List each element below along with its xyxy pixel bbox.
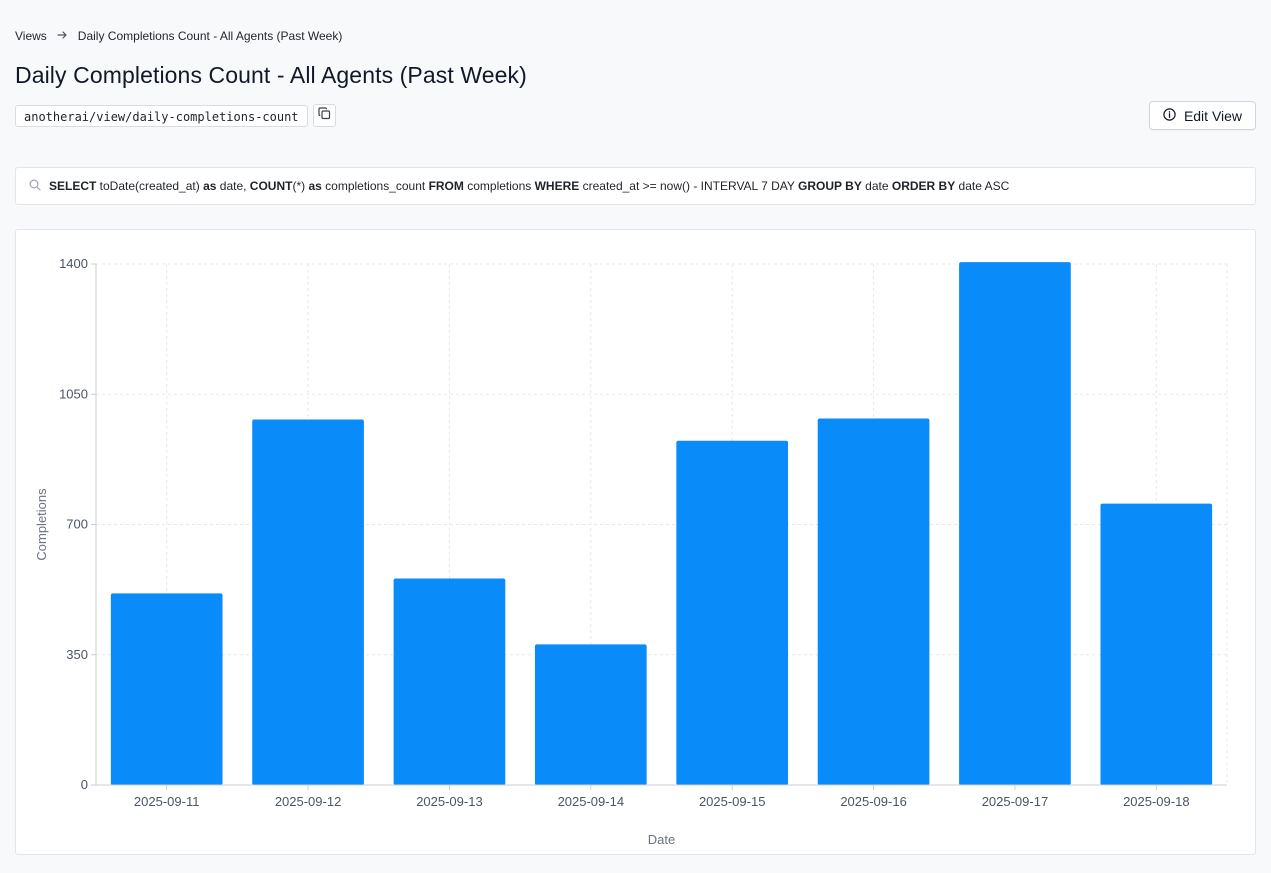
sql-keyword: as: [203, 179, 216, 193]
y-tick-label: 1400: [59, 256, 88, 271]
x-tick-label: 2025-09-16: [840, 794, 907, 809]
sql-keyword: COUNT: [250, 179, 293, 193]
sql-fragment: date: [862, 179, 892, 193]
view-path-row: anotherai/view/daily-completions-count: [15, 104, 336, 127]
x-tick-label: 2025-09-13: [416, 794, 483, 809]
y-tick-label: 1050: [59, 386, 88, 401]
x-axis-title: Date: [648, 832, 675, 847]
sql-keyword: WHERE: [535, 179, 580, 193]
sql-fragment: completions_count: [322, 179, 429, 193]
info-icon: [1163, 108, 1176, 124]
breadcrumb-views-link[interactable]: Views: [15, 29, 47, 43]
breadcrumb: Views Daily Completions Count - All Agen…: [15, 29, 342, 43]
x-tick-label: 2025-09-14: [558, 794, 625, 809]
sql-keyword: SELECT: [49, 179, 96, 193]
bar-2025-09-15: [676, 441, 788, 785]
bar-chart: 0 350 700 1050 1400 2025-09-11 2025-09-12 2025-…: [16, 230, 1257, 856]
sql-fragment: created_at >= now() - INTERVAL 7 DAY: [579, 179, 798, 193]
sql-query-text: SELECT toDate(created_at) as date, COUNT…: [49, 179, 1009, 193]
sql-fragment: (*): [292, 179, 308, 193]
bar-2025-09-16: [818, 418, 930, 785]
copy-icon: [318, 107, 331, 125]
sql-keyword: GROUP BY: [798, 179, 862, 193]
sql-query-box[interactable]: SELECT toDate(created_at) as date, COUNT…: [15, 167, 1256, 205]
page-title: Daily Completions Count - All Agents (Pa…: [15, 62, 527, 89]
sql-fragment: date,: [216, 179, 249, 193]
search-icon: [29, 179, 41, 194]
sql-fragment: toDate(created_at): [96, 179, 203, 193]
x-tick-label: 2025-09-12: [275, 794, 342, 809]
x-tick-label: 2025-09-15: [699, 794, 766, 809]
x-tick-label: 2025-09-11: [134, 794, 200, 809]
bar-2025-09-14: [535, 644, 647, 785]
sql-fragment: date ASC: [955, 179, 1009, 193]
y-tick-label: 0: [81, 777, 88, 792]
arrow-right-icon: [57, 29, 68, 43]
y-axis-title: Completions: [34, 488, 49, 561]
bar-2025-09-17: [959, 262, 1071, 785]
sql-keyword: ORDER BY: [892, 179, 955, 193]
x-tick-label: 2025-09-17: [982, 794, 1049, 809]
bar-2025-09-11: [111, 593, 223, 785]
y-tick-label: 350: [66, 647, 88, 662]
sql-keyword: FROM: [429, 179, 464, 193]
edit-view-button[interactable]: Edit View: [1149, 101, 1256, 130]
x-tick-label: 2025-09-18: [1123, 794, 1190, 809]
bar-2025-09-12: [252, 420, 364, 785]
breadcrumb-current: Daily Completions Count - All Agents (Pa…: [78, 29, 343, 43]
y-tick-label: 700: [66, 517, 88, 532]
chart-card: 0 350 700 1050 1400 2025-09-11 2025-09-12 2025-…: [15, 229, 1256, 855]
sql-fragment: completions: [464, 179, 535, 193]
edit-view-label: Edit View: [1184, 108, 1242, 124]
bar-2025-09-13: [394, 578, 506, 785]
sql-keyword: as: [308, 179, 321, 193]
copy-path-button[interactable]: [313, 104, 336, 127]
bar-2025-09-18: [1100, 504, 1212, 785]
view-path-chip: anotherai/view/daily-completions-count: [15, 105, 308, 127]
